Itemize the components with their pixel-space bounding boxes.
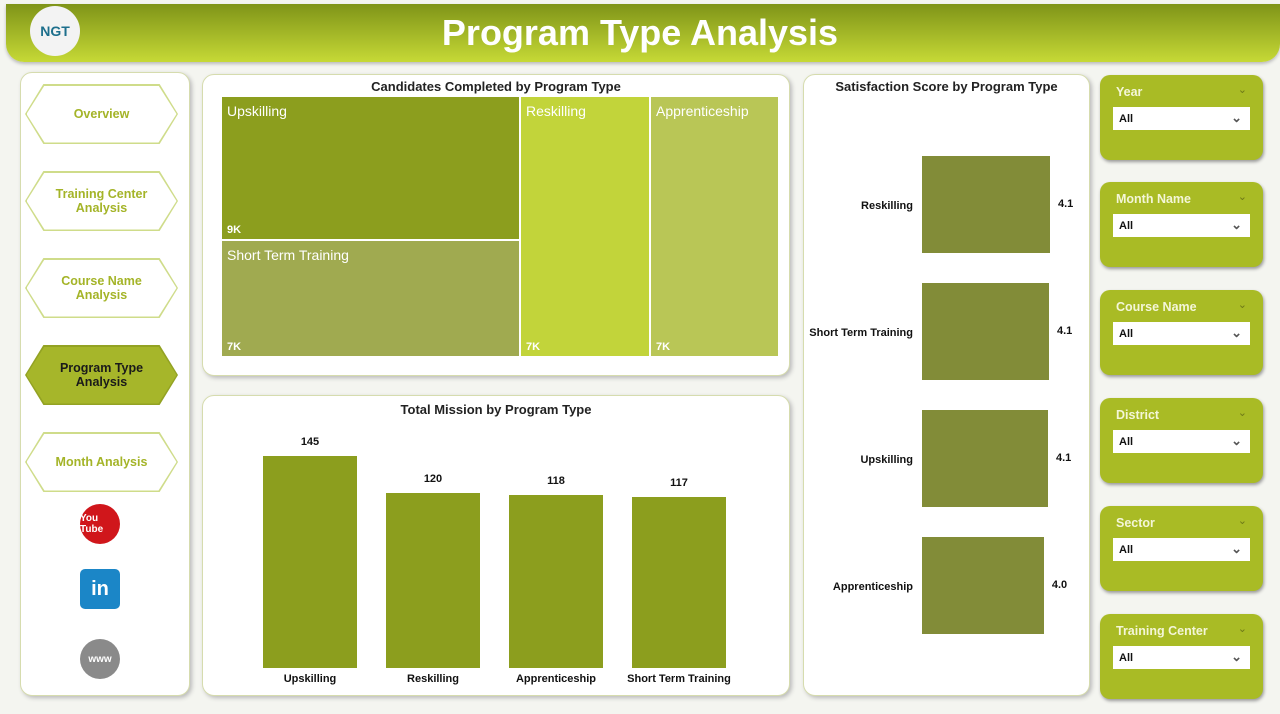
bar-short-term-training[interactable] — [632, 496, 726, 668]
chevron-down-icon: ⌄ — [1231, 217, 1242, 232]
data-label: 145 — [300, 436, 320, 448]
data-label: 4.0 — [1051, 579, 1068, 591]
tile-name: Upskilling — [227, 103, 287, 119]
slicer-title: District — [1116, 408, 1160, 422]
bar-reskilling[interactable] — [922, 156, 1050, 253]
tile-value: 7K — [526, 341, 541, 353]
chevron-down-icon: ⌄ — [1231, 649, 1242, 664]
chevron-down-icon[interactable]: ⌄ — [1237, 407, 1247, 419]
dropdown-value: All — [1119, 544, 1134, 556]
slicer-year: Year ⌄ All ⌄ — [1100, 75, 1263, 160]
nav-label: Course Name Analysis — [26, 259, 177, 317]
logo: NGT — [30, 6, 80, 56]
chevron-down-icon[interactable]: ⌄ — [1237, 299, 1247, 311]
bar-apprenticeship[interactable] — [922, 537, 1044, 634]
data-label: 118 — [547, 475, 565, 488]
nav-label: Program Type Analysis — [26, 346, 177, 404]
linkedin-icon[interactable]: in — [80, 569, 120, 609]
treemap-tile-upskilling[interactable]: Upskilling 9K — [222, 97, 519, 239]
tile-value: 7K — [656, 341, 671, 353]
nav-month-analysis[interactable]: Month Analysis — [25, 432, 178, 492]
chevron-down-icon[interactable]: ⌄ — [1237, 623, 1247, 635]
nav-label: Month Analysis — [26, 433, 177, 491]
y-tick-label: Reskilling — [861, 200, 913, 212]
satisfaction-chart-title: Satisfaction Score by Program Type — [835, 79, 1058, 94]
dropdown-value: All — [1119, 220, 1134, 232]
chevron-down-icon[interactable]: ⌄ — [1237, 191, 1247, 203]
tile-name: Short Term Training — [227, 247, 349, 263]
treemap-tile-reskilling[interactable]: Reskilling 7K — [521, 97, 649, 356]
bar-apprenticeship[interactable] — [509, 495, 603, 668]
dropdown-value: All — [1119, 113, 1134, 125]
slicer-dropdown[interactable]: All ⌄ — [1113, 538, 1250, 561]
slicer-dropdown[interactable]: All ⌄ — [1113, 107, 1250, 130]
slicer-sector: Sector ⌄ All ⌄ — [1100, 506, 1263, 591]
dropdown-value: All — [1119, 436, 1134, 448]
slicer-month-name: Month Name ⌄ All ⌄ — [1100, 182, 1263, 267]
slicer-title: Sector — [1116, 516, 1155, 530]
chevron-down-icon[interactable]: ⌄ — [1237, 84, 1247, 96]
tile-name: Apprenticeship — [656, 103, 749, 119]
tile-value: 7K — [227, 341, 242, 353]
x-tick-label: Apprenticeship — [515, 673, 597, 685]
data-label: 120 — [423, 472, 443, 485]
chevron-down-icon: ⌄ — [1231, 541, 1242, 556]
y-tick-label: Apprenticeship — [832, 581, 913, 593]
treemap-tile-short-term-training[interactable]: Short Term Training 7K — [222, 241, 519, 356]
bar-upskilling[interactable] — [922, 410, 1048, 507]
x-tick-label: Reskilling — [407, 673, 459, 685]
bar-reskilling[interactable] — [386, 492, 480, 668]
chevron-down-icon[interactable]: ⌄ — [1237, 515, 1247, 527]
slicer-dropdown[interactable]: All ⌄ — [1113, 646, 1250, 669]
bar-short-term-training[interactable] — [922, 283, 1049, 380]
youtube-icon[interactable]: You Tube — [80, 504, 120, 544]
nav-program-type-analysis[interactable]: Program Type Analysis — [25, 345, 178, 405]
y-tick-label: Short Term Training — [809, 327, 913, 339]
slicer-dropdown[interactable]: All ⌄ — [1113, 322, 1250, 345]
treemap-title: Candidates Completed by Program Type — [371, 79, 621, 94]
slicer-title: Course Name — [1116, 300, 1197, 314]
chevron-down-icon: ⌄ — [1231, 433, 1242, 448]
treemap-tile-apprenticeship[interactable]: Apprenticeship 7K — [651, 97, 778, 356]
nav-overview[interactable]: Overview — [25, 84, 178, 144]
dropdown-value: All — [1119, 328, 1134, 340]
slicer-training-center: Training Center ⌄ All ⌄ — [1100, 614, 1263, 699]
slicer-title: Training Center — [1116, 624, 1208, 638]
slicer-title: Month Name — [1116, 192, 1191, 206]
nav-label: Training Center Analysis — [26, 172, 177, 230]
dropdown-value: All — [1119, 652, 1134, 664]
page-title: Program Type Analysis — [441, 12, 839, 53]
chevron-down-icon: ⌄ — [1231, 325, 1242, 340]
data-label: 117 — [670, 476, 688, 489]
slicer-course-name: Course Name ⌄ All ⌄ — [1100, 290, 1263, 375]
bar-upskilling[interactable] — [263, 456, 357, 668]
nav-training-center-analysis[interactable]: Training Center Analysis — [25, 171, 178, 231]
slicer-title: Year — [1116, 85, 1143, 99]
data-label: 4.1 — [1057, 325, 1073, 337]
slicer-dropdown[interactable]: All ⌄ — [1113, 430, 1250, 453]
x-tick-label: Upskilling — [283, 673, 337, 685]
tile-name: Reskilling — [526, 103, 586, 119]
nav-course-name-analysis[interactable]: Course Name Analysis — [25, 258, 178, 318]
x-tick-label: Short Term Training — [627, 673, 731, 685]
slicer-district: District ⌄ All ⌄ — [1100, 398, 1263, 483]
mission-chart-title: Total Mission by Program Type — [400, 402, 592, 417]
y-tick-label: Upskilling — [860, 454, 913, 466]
data-label: 4.1 — [1058, 198, 1074, 210]
slicer-dropdown[interactable]: All ⌄ — [1113, 214, 1250, 237]
data-label: 4.1 — [1056, 452, 1072, 464]
globe-icon[interactable]: www — [80, 639, 120, 679]
tile-value: 9K — [227, 224, 242, 236]
chevron-down-icon: ⌄ — [1231, 110, 1242, 125]
header-bar — [6, 4, 1280, 62]
nav-label: Overview — [26, 85, 177, 143]
